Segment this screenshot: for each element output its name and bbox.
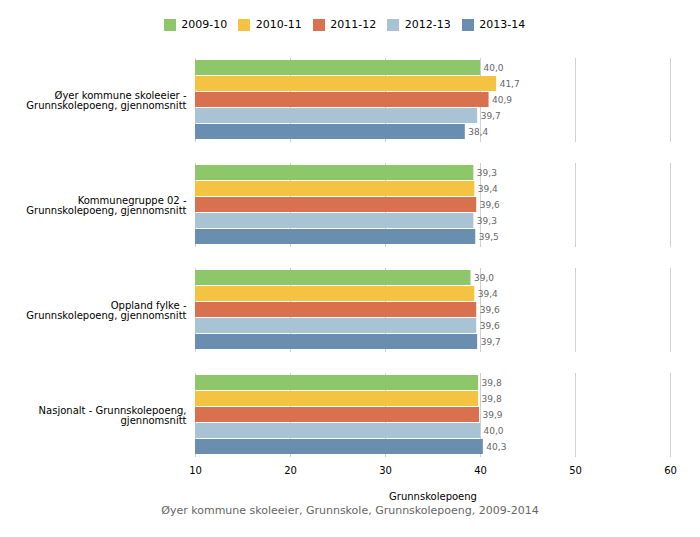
- svg-text:40: 40: [474, 464, 487, 475]
- svg-text:39,8: 39,8: [482, 393, 502, 403]
- svg-text:39,5: 39,5: [479, 231, 499, 241]
- svg-text:39,8: 39,8: [482, 377, 502, 387]
- html-text:2012-13: 2012-13: [404, 18, 451, 31]
- svg-text:Grunnskolepoeng: Grunnskolepoeng: [389, 490, 477, 501]
- svg-text:39,6: 39,6: [480, 304, 500, 314]
- html-text:Øyer kommune skoleeier, Grunns: Øyer kommune skoleeier, Grunnskole, Grun…: [161, 503, 539, 517]
- svg-text:39,6: 39,6: [480, 320, 500, 330]
- svg-text:30: 30: [379, 464, 392, 475]
- svg-text:40,0: 40,0: [484, 425, 504, 435]
- svg-text:50: 50: [569, 464, 582, 475]
- html-text:2011-12: 2011-12: [330, 18, 377, 31]
- svg-text:39,7: 39,7: [481, 110, 501, 120]
- svg-text:39,7: 39,7: [481, 336, 501, 346]
- html-text:2009-10: 2009-10: [181, 18, 228, 31]
- svg-text:20: 20: [284, 464, 297, 475]
- svg-text:Oppland fylke -Grunnskolepoeng: Oppland fylke -Grunnskolepoeng, gjennoms…: [26, 299, 187, 320]
- svg-text:Kommunegruppe 02 -Grunnskolepo: Kommunegruppe 02 -Grunnskolepoeng, gjenn…: [26, 194, 187, 215]
- svg-text:39,9: 39,9: [483, 409, 503, 419]
- svg-text:39,4: 39,4: [478, 288, 498, 298]
- svg-text:39,3: 39,3: [477, 167, 497, 177]
- svg-text:40,9: 40,9: [492, 94, 512, 104]
- svg-text:38,4: 38,4: [468, 126, 488, 136]
- svg-text:39,4: 39,4: [478, 183, 498, 193]
- html-text:2013-14: 2013-14: [479, 18, 526, 31]
- svg-text:39,6: 39,6: [480, 199, 500, 209]
- svg-text:10: 10: [189, 464, 202, 475]
- svg-text:40,0: 40,0: [484, 62, 504, 72]
- svg-text:40,3: 40,3: [486, 441, 506, 451]
- svg-text:41,7: 41,7: [500, 78, 520, 88]
- svg-text:60: 60: [664, 464, 677, 475]
- svg-text:39,0: 39,0: [474, 272, 494, 282]
- html-text:2010-11: 2010-11: [255, 18, 302, 31]
- svg-text:Øyer kommune skoleeier -Grunns: Øyer kommune skoleeier -Grunnskolepoeng,…: [26, 89, 187, 110]
- svg-text:39,3: 39,3: [477, 215, 497, 225]
- svg-text:Nasjonalt - Grunnskolepoeng,gj: Nasjonalt - Grunnskolepoeng,gjennomsnitt: [39, 404, 187, 425]
